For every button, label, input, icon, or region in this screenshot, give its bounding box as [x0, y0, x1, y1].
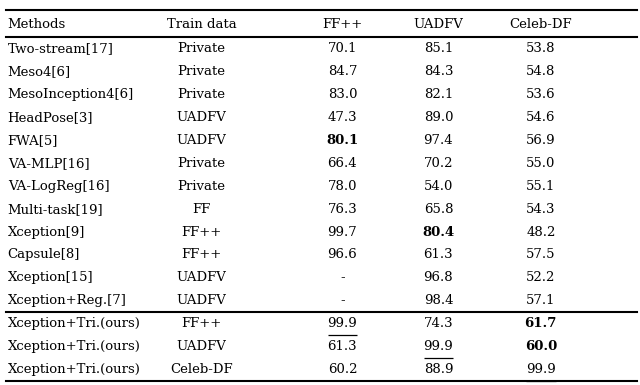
Text: Xception+Tri.(ours): Xception+Tri.(ours): [8, 340, 141, 353]
Text: 89.0: 89.0: [424, 111, 453, 124]
Text: 76.3: 76.3: [328, 203, 357, 216]
Text: 53.6: 53.6: [526, 88, 556, 101]
Text: 66.4: 66.4: [328, 157, 357, 170]
Text: Celeb-DF: Celeb-DF: [509, 18, 572, 30]
Text: 70.1: 70.1: [328, 42, 357, 55]
Text: Private: Private: [178, 180, 226, 193]
Text: 99.9: 99.9: [424, 340, 453, 353]
Text: Xception+Reg.[7]: Xception+Reg.[7]: [8, 294, 127, 307]
Text: -: -: [340, 294, 345, 307]
Text: 57.5: 57.5: [526, 248, 556, 261]
Text: Multi-task[19]: Multi-task[19]: [8, 203, 103, 216]
Text: -: -: [340, 271, 345, 285]
Text: FF++: FF++: [182, 248, 221, 261]
Text: VA-MLP[16]: VA-MLP[16]: [8, 157, 90, 170]
Text: Celeb-DF: Celeb-DF: [170, 363, 233, 376]
Text: 83.0: 83.0: [328, 88, 357, 101]
Text: Xception[15]: Xception[15]: [8, 271, 93, 285]
Text: Train data: Train data: [167, 18, 236, 30]
Text: 96.6: 96.6: [328, 248, 357, 261]
Text: Private: Private: [178, 157, 226, 170]
Text: HeadPose[3]: HeadPose[3]: [8, 111, 93, 124]
Text: 96.8: 96.8: [424, 271, 453, 285]
Text: FF++: FF++: [182, 226, 221, 239]
Text: 54.6: 54.6: [526, 111, 556, 124]
Text: 80.4: 80.4: [422, 226, 454, 239]
Text: Xception+Tri.(ours): Xception+Tri.(ours): [8, 363, 141, 376]
Text: 84.7: 84.7: [328, 65, 357, 78]
Text: Xception+Tri.(ours): Xception+Tri.(ours): [8, 317, 141, 330]
Text: Two-stream[17]: Two-stream[17]: [8, 42, 113, 55]
Text: Private: Private: [178, 88, 226, 101]
Text: 54.8: 54.8: [526, 65, 556, 78]
Text: Private: Private: [178, 42, 226, 55]
Text: 54.0: 54.0: [424, 180, 453, 193]
Text: 84.3: 84.3: [424, 65, 453, 78]
Text: 60.0: 60.0: [525, 340, 557, 353]
Text: 65.8: 65.8: [424, 203, 453, 216]
Text: UADFV: UADFV: [177, 134, 227, 147]
Text: 53.8: 53.8: [526, 42, 556, 55]
Text: 80.1: 80.1: [326, 134, 358, 147]
Text: 55.0: 55.0: [526, 157, 556, 170]
Text: Xception[9]: Xception[9]: [8, 226, 85, 239]
Text: UADFV: UADFV: [177, 271, 227, 285]
Text: 99.9: 99.9: [328, 317, 357, 330]
Text: Private: Private: [178, 65, 226, 78]
Text: 70.2: 70.2: [424, 157, 453, 170]
Text: 61.3: 61.3: [328, 340, 357, 353]
Text: 48.2: 48.2: [526, 226, 556, 239]
Text: 97.4: 97.4: [424, 134, 453, 147]
Text: 55.1: 55.1: [526, 180, 556, 193]
Text: FF: FF: [193, 203, 211, 216]
Text: 54.3: 54.3: [526, 203, 556, 216]
Text: UADFV: UADFV: [177, 340, 227, 353]
Text: Meso4[6]: Meso4[6]: [8, 65, 71, 78]
Text: VA-LogReg[16]: VA-LogReg[16]: [8, 180, 109, 193]
Text: 85.1: 85.1: [424, 42, 453, 55]
Text: Methods: Methods: [8, 18, 66, 30]
Text: 60.2: 60.2: [328, 363, 357, 376]
Text: UADFV: UADFV: [177, 111, 227, 124]
Text: 78.0: 78.0: [328, 180, 357, 193]
Text: 74.3: 74.3: [424, 317, 453, 330]
Text: UADFV: UADFV: [413, 18, 463, 30]
Text: MesoInception4[6]: MesoInception4[6]: [8, 88, 134, 101]
Text: 82.1: 82.1: [424, 88, 453, 101]
Text: 61.3: 61.3: [424, 248, 453, 261]
Text: Capsule[8]: Capsule[8]: [8, 248, 80, 261]
Text: FF++: FF++: [323, 18, 362, 30]
Text: FF++: FF++: [182, 317, 221, 330]
Text: 99.7: 99.7: [328, 226, 357, 239]
Text: 56.9: 56.9: [526, 134, 556, 147]
Text: FWA[5]: FWA[5]: [8, 134, 58, 147]
Text: 88.9: 88.9: [424, 363, 453, 376]
Text: 47.3: 47.3: [328, 111, 357, 124]
Text: 61.7: 61.7: [525, 317, 557, 330]
Text: 57.1: 57.1: [526, 294, 556, 307]
Text: UADFV: UADFV: [177, 294, 227, 307]
Text: 98.4: 98.4: [424, 294, 453, 307]
Text: 99.9: 99.9: [526, 363, 556, 376]
Text: 52.2: 52.2: [526, 271, 556, 285]
